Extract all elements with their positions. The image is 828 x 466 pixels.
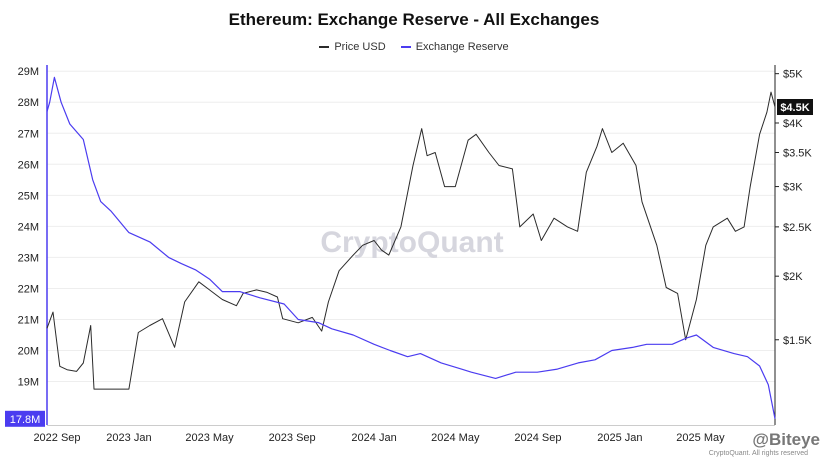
left-tick-label: 20M — [18, 346, 39, 358]
x-tick-label: 2023 Jan — [106, 432, 151, 444]
left-tick-label: 29M — [18, 66, 39, 78]
price-usd-line — [46, 91, 776, 390]
value-badges: 17.8M $4.5K — [5, 99, 813, 427]
credit-text: CryptoQuant. All rights reserved — [709, 450, 808, 457]
left-last-value-badge — [5, 410, 45, 427]
right-last-value-badge — [777, 99, 813, 116]
legend-swatch-reserve — [400, 46, 411, 48]
legend-label-reserve: Exchange Reserve — [415, 41, 509, 53]
left-tick-label: 25M — [18, 190, 39, 202]
right-tick-label: $3.5K — [783, 147, 812, 159]
legend-item-reserve[interactable]: Exchange Reserve — [400, 41, 509, 53]
x-tick-label: 2024 Jan — [351, 432, 396, 444]
right-last-value-label: $4.5K — [780, 102, 809, 114]
left-last-value-label: 17.8M — [10, 414, 41, 426]
watermark-text: CryptoQuant — [320, 226, 503, 259]
left-tick-label: 26M — [18, 159, 39, 171]
x-tick-label: 2024 May — [431, 432, 480, 444]
right-tick-label: $1.5K — [783, 335, 812, 347]
right-axis: $5K $4K $3.5K $3K $2.5K $2K $1.5K — [774, 65, 812, 425]
x-axis: 2022 Sep 2023 Jan 2023 May 2023 Sep 2024 Jan… — [33, 425, 775, 444]
chart-legend: Price USD Exchange Reserve — [0, 39, 828, 53]
right-tick-label: $5K — [783, 69, 803, 81]
left-tick-label: 23M — [18, 252, 39, 264]
left-tick-label: 27M — [18, 128, 39, 140]
legend-swatch-price — [319, 46, 330, 48]
left-tick-label: 19M — [18, 377, 39, 389]
left-axis: 29M 28M 27M 26M 25M 24M 23M 22M 21M 20M 19M — [18, 65, 48, 425]
left-tick-label: 28M — [18, 97, 39, 109]
chart-title: Ethereum: Exchange Reserve - All Exchang… — [228, 10, 600, 29]
x-tick-label: 2023 Sep — [269, 432, 316, 444]
right-tick-label: $3K — [783, 182, 803, 194]
x-tick-label: 2025 Jan — [597, 432, 642, 444]
right-tick-label: $2K — [783, 271, 803, 283]
left-tick-label: 24M — [18, 221, 39, 233]
biteye-overlay-mark: @Biteye — [752, 430, 820, 449]
exchange-reserve-line — [46, 76, 776, 419]
grid-lines — [47, 70, 775, 383]
x-tick-label: 2023 May — [185, 432, 234, 444]
left-tick-label: 21M — [18, 314, 39, 326]
left-tick-label: 22M — [18, 283, 39, 295]
x-tick-label: 2022 Sep — [33, 432, 80, 444]
legend-label-price: Price USD — [334, 41, 386, 53]
series-lines — [46, 76, 776, 419]
right-tick-label: $4K — [783, 118, 803, 130]
x-tick-label: 2024 Sep — [514, 432, 561, 444]
x-tick-label: 2025 May — [676, 432, 725, 444]
legend-item-price[interactable]: Price USD — [319, 41, 386, 53]
right-tick-label: $2.5K — [783, 222, 812, 234]
